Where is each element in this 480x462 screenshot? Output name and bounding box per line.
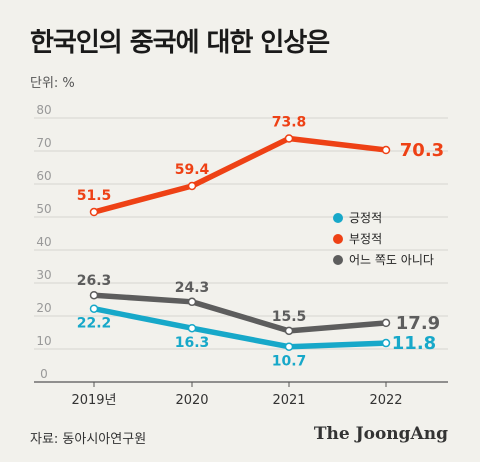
data-point	[187, 297, 197, 307]
y-tick-label: 80	[36, 103, 51, 117]
y-tick-label: 40	[36, 235, 51, 249]
legend-dot-negative	[333, 233, 343, 244]
chart-title: 한국인의 중국에 대한 인상은	[30, 28, 330, 58]
x-axis-ticks: 2019년 2020 2021 2022	[71, 382, 403, 408]
y-axis-ticks: 0 10 20 30 40 50 60 70 80	[36, 103, 51, 381]
y-tick-label: 60	[36, 169, 51, 183]
legend: 긍정적 부정적 어느 쪽도 아니다	[333, 207, 434, 270]
y-tick-label: 10	[36, 334, 51, 348]
legend-dot-neutral	[333, 254, 343, 265]
legend-label-negative: 부정적	[349, 232, 383, 246]
data-label: 26.3	[77, 273, 112, 289]
x-tick-label: 2020	[175, 393, 208, 408]
y-tick-label: 50	[36, 202, 51, 216]
x-tick-label: 2021	[272, 393, 305, 408]
source-note: 자료: 동아시아연구원	[30, 432, 147, 447]
data-label: 11.8	[392, 333, 436, 354]
data-point	[381, 145, 391, 155]
data-label: 22.2	[77, 316, 112, 332]
y-tick-label: 0	[40, 367, 48, 381]
data-label: 16.3	[175, 335, 210, 351]
data-point	[381, 338, 391, 348]
legend-item-neutral: 어느 쪽도 아니다	[333, 249, 434, 270]
series-line-2	[91, 292, 389, 334]
data-label: 15.5	[272, 309, 307, 325]
data-label: 73.8	[272, 114, 307, 130]
data-label: 59.4	[175, 162, 210, 178]
data-point	[89, 304, 99, 313]
data-labels: 22.2 16.3 10.7 11.8 51.5 59.4 73.8 70.3 26.3 24.3…	[77, 114, 444, 369]
series-lines	[91, 135, 389, 350]
x-tick-label: 2022	[369, 393, 402, 408]
data-label: 17.9	[396, 313, 440, 334]
data-point	[284, 342, 294, 351]
publisher-logo: The JoongAng	[313, 424, 448, 444]
series-line-1	[91, 135, 389, 215]
legend-label-neutral: 어느 쪽도 아니다	[349, 253, 434, 267]
data-point	[89, 207, 99, 217]
data-label: 70.3	[400, 140, 444, 161]
legend-item-positive: 긍정적	[333, 207, 434, 228]
data-point	[284, 326, 294, 336]
data-point	[89, 290, 99, 300]
y-tick-label: 70	[36, 136, 51, 150]
data-label: 51.5	[77, 188, 112, 204]
data-label: 10.7	[272, 354, 307, 370]
y-tick-label: 30	[36, 268, 51, 282]
unit-label: 단위: %	[30, 76, 75, 91]
legend-dot-positive	[333, 212, 343, 223]
legend-label-positive: 긍정적	[349, 211, 383, 225]
y-tick-label: 20	[36, 301, 51, 315]
data-point	[381, 318, 391, 328]
series-line-0	[91, 305, 389, 350]
data-point	[187, 181, 197, 191]
legend-item-negative: 부정적	[333, 228, 434, 249]
x-tick-label: 2019년	[71, 393, 116, 408]
data-point	[284, 134, 294, 143]
data-label: 24.3	[175, 280, 210, 296]
data-point	[187, 323, 197, 333]
series-points	[89, 134, 391, 351]
